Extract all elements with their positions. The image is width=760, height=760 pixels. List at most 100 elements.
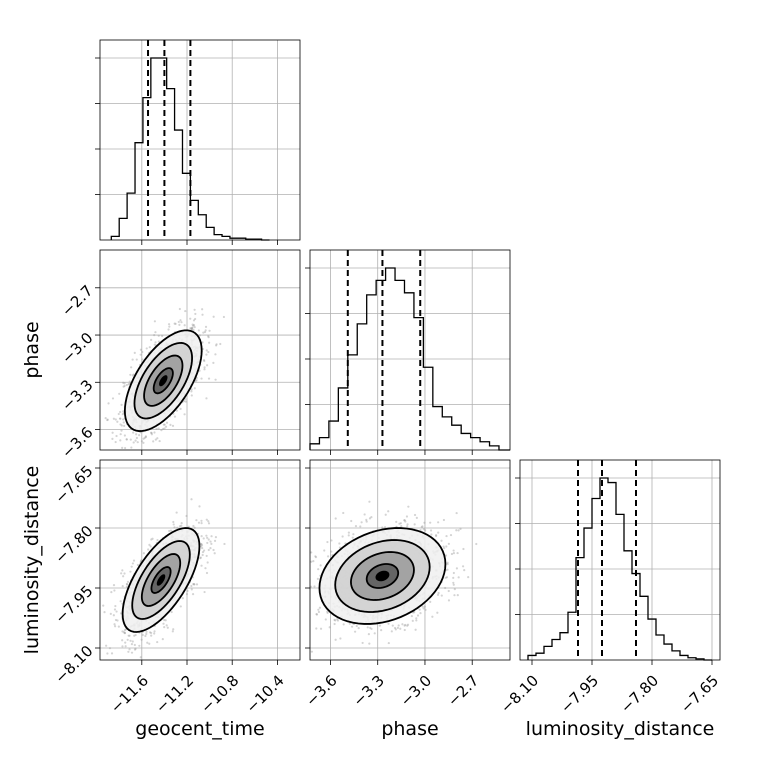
scatter-point [195,379,198,382]
scatter-point [154,341,157,344]
scatter-point [128,634,131,637]
scatter-point [133,643,136,647]
scatter-point [446,568,449,571]
scatter-point [305,573,307,575]
contour-line [133,342,193,420]
scatter-point [365,518,368,522]
scatter-point [444,586,447,590]
scatter-point [400,525,403,528]
scatter-point [461,565,465,568]
scatter-point [446,563,449,566]
scatter-point [134,633,137,637]
scatter-point [431,615,434,618]
scatter-point [197,329,200,332]
scatter-point [114,618,118,622]
scatter-point [207,538,210,541]
scatter-point [133,351,136,354]
scatter-point [442,518,446,522]
scatter-point [191,326,194,329]
scatter-point [123,632,126,635]
scatter-point [160,429,163,432]
scatter-point [348,622,351,625]
y-tick-label-luminosity_distance: −7.80 [51,522,96,567]
scatter-point [128,380,131,383]
scatter-point [459,527,462,530]
scatter-point [128,648,131,651]
scatter-point [330,550,333,553]
scatter-point [134,647,137,650]
scatter-point [183,324,186,327]
scatter-point [190,327,193,330]
scatter-point [198,334,202,337]
scatter-point [365,520,368,523]
scatter-point [150,631,153,635]
scatter-point [312,560,315,563]
scatter-point [452,581,455,584]
scatter-point [399,522,402,525]
scatter-point [197,521,201,524]
scatter-point [444,576,447,579]
scatter-point [120,403,123,406]
scatter-point [368,500,371,503]
scatter-point [118,392,121,395]
scatter-point [334,619,337,622]
scatter-point [179,407,182,410]
scatter-point [445,545,448,548]
scatter-point [363,513,366,516]
scatter-point [200,519,203,522]
scatter-point [199,542,202,546]
x-axis-label-luminosity_distance: luminosity_distance [526,718,715,740]
scatter-point [214,353,217,356]
scatter-point [301,606,303,608]
scatter-point [172,523,175,526]
scatter-point [383,526,387,529]
scatter-point [147,548,150,551]
scatter-point [134,439,137,442]
scatter-point [192,583,196,586]
scatter-point [184,309,187,313]
scatter-point [123,631,127,634]
scatter-point [126,580,130,583]
histogram-geocent_time [110,57,270,241]
scatter-point [359,525,362,528]
scatter-point [406,623,410,626]
scatter-point [121,645,124,648]
scatter-point [200,377,203,380]
scatter-point [444,554,448,557]
y-axis-label-luminosity_distance: luminosity_distance [21,466,43,655]
x-tick-label-luminosity_distance: −7.65 [677,672,722,717]
scatter-point [200,543,203,546]
scatter-point [122,381,125,384]
scatter-point [153,632,156,635]
scatter-point [445,534,448,538]
scatter-point [354,524,358,528]
scatter-point [397,624,400,627]
scatter-point [189,327,192,330]
scatter-point [120,424,123,427]
scatter-point [121,412,124,416]
scatter-point [323,549,326,552]
scatter-point [414,628,417,631]
scatter-point [452,552,456,555]
scatter-point [195,583,199,586]
scatter-point [111,431,114,434]
scatter-point [352,533,355,536]
scatter-point [192,324,196,327]
scatter-point [123,434,126,437]
x-tick-label-luminosity_distance: −8.10 [497,672,542,717]
scatter-point [406,525,409,528]
scatter-point [326,555,330,558]
contour-line [123,329,203,432]
scatter-point [123,629,126,632]
y-tick-label-luminosity_distance: −8.10 [51,642,96,687]
scatter-point [126,638,129,641]
scatter-point [192,582,195,586]
scatter-point [166,626,169,629]
pair-content [102,498,226,659]
scatter-point [475,542,478,546]
scatter-point [121,446,124,449]
scatter-point [125,383,128,387]
scatter-point [413,513,417,517]
scatter-point [184,400,187,403]
scatter-point [125,438,128,441]
